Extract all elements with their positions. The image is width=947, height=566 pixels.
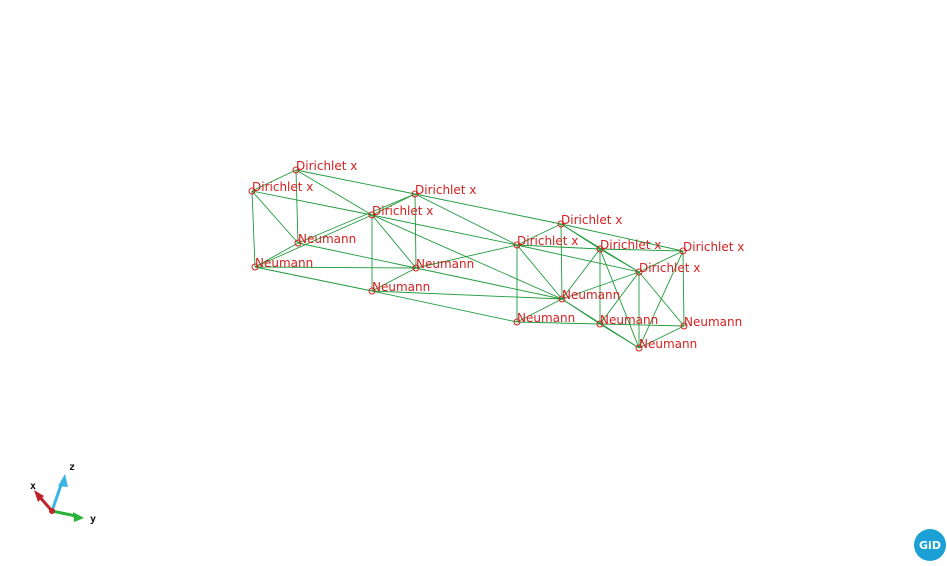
neumann-condition-label: Neumann — [416, 257, 474, 271]
mesh-node-marker[interactable] — [411, 190, 419, 198]
mesh-node-marker[interactable] — [680, 322, 688, 330]
mesh-edge — [516, 244, 563, 300]
mesh-edge — [371, 290, 518, 323]
mesh-edge — [599, 248, 640, 349]
mesh-edge — [682, 250, 685, 327]
mesh-edge — [254, 214, 373, 268]
mesh-edge — [516, 321, 601, 325]
dirichlet-x-condition-label: Dirichlet x — [517, 234, 578, 248]
axis-origin — [49, 508, 55, 514]
mesh-node-marker[interactable] — [251, 263, 259, 271]
axis-triad: x y z — [30, 462, 96, 525]
mesh-edge — [516, 223, 562, 246]
neumann-condition-label: Neumann — [517, 311, 575, 325]
mesh-edge — [638, 250, 684, 349]
mesh-edge — [415, 244, 518, 269]
mesh-edge — [254, 242, 299, 268]
gid-logo: GiD — [914, 529, 946, 561]
mesh-node-marker[interactable] — [412, 264, 420, 272]
x-axis-arrowhead — [34, 490, 44, 502]
mesh-node-marker[interactable] — [596, 245, 604, 253]
mesh-node-marker[interactable] — [635, 344, 643, 352]
neumann-condition-label: Neumann — [298, 232, 356, 246]
dirichlet-x-condition-label: Dirichlet x — [683, 240, 744, 254]
neumann-condition-label: Neumann — [372, 280, 430, 294]
mesh-edge — [414, 193, 562, 225]
mesh-edge — [371, 214, 563, 300]
dirichlet-x-condition-label: Dirichlet x — [639, 261, 700, 275]
mesh-node-marker[interactable] — [596, 320, 604, 328]
dirichlet-x-condition-label: Dirichlet x — [600, 238, 661, 252]
mesh-edge — [251, 190, 373, 216]
dirichlet-x-condition-label: Dirichlet x — [561, 213, 622, 227]
mesh-edge — [371, 214, 518, 246]
mesh-edge — [516, 244, 640, 273]
dirichlet-x-condition-label: Dirichlet x — [296, 159, 357, 173]
mesh-edge — [251, 190, 299, 244]
mesh-node-marker[interactable] — [513, 318, 521, 326]
mesh-edge — [561, 271, 640, 300]
neumann-condition-label: Neumann — [562, 288, 620, 302]
neumann-condition-label: Neumann — [639, 337, 697, 351]
mesh-edge — [638, 250, 684, 273]
mesh-edge — [251, 169, 297, 192]
z-axis-arrowhead — [58, 474, 68, 487]
neumann-condition-label: Neumann — [255, 256, 313, 270]
y-axis-label: y — [90, 514, 96, 525]
mesh-edge — [254, 266, 373, 292]
mesh-node-marker[interactable] — [248, 187, 256, 195]
mesh-edge — [415, 267, 563, 300]
mesh-edge — [560, 223, 640, 273]
mesh-edge — [254, 266, 417, 269]
mesh-edge — [414, 193, 518, 246]
mesh-node-marker[interactable] — [294, 239, 302, 247]
mesh-node-marker[interactable] — [292, 166, 300, 174]
mesh-node-marker[interactable] — [558, 295, 566, 303]
mesh-node-marker[interactable] — [557, 220, 565, 228]
mesh-node-marker[interactable] — [513, 241, 521, 249]
mesh-edge — [561, 248, 601, 300]
mesh-edge — [295, 169, 299, 244]
mesh-nodes — [248, 166, 688, 352]
mesh-node-marker[interactable] — [368, 211, 376, 219]
dirichlet-x-condition-label: Dirichlet x — [252, 180, 313, 194]
mesh-edge — [371, 214, 417, 269]
mesh-edge — [599, 248, 684, 252]
mesh-edges — [251, 169, 685, 349]
mesh-edge — [371, 193, 416, 216]
mesh-edge — [251, 190, 256, 268]
node-labels: Dirichlet x Dirichlet x Dirichlet x Dirichl… — [252, 159, 744, 351]
mesh-node-marker[interactable] — [679, 247, 687, 255]
mesh-edge — [295, 169, 416, 195]
mesh-edge — [638, 325, 685, 349]
mesh-edge — [599, 323, 685, 327]
mesh-edge — [516, 244, 601, 250]
mesh-edge — [297, 242, 417, 269]
dirichlet-x-condition-label: Dirichlet x — [372, 204, 433, 218]
neumann-condition-label: Neumann — [600, 313, 658, 327]
y-axis-arrow — [51, 509, 77, 518]
neumann-condition-label: Neumann — [684, 315, 742, 329]
dirichlet-x-condition-label: Dirichlet x — [415, 183, 476, 197]
z-axis-arrow — [50, 481, 64, 512]
mesh-edge — [297, 193, 416, 244]
mesh-edge — [414, 193, 417, 269]
mesh-edge — [599, 323, 640, 349]
mesh-edge — [371, 267, 417, 292]
mesh-node-marker[interactable] — [368, 287, 376, 295]
z-axis-label: z — [69, 462, 75, 473]
mesh-edge — [295, 169, 373, 216]
mesh-edge — [371, 290, 563, 300]
mesh-edge — [560, 223, 563, 300]
mesh-edge — [560, 223, 684, 252]
y-axis-arrowhead — [73, 512, 84, 522]
x-axis-label: x — [30, 481, 36, 492]
mesh-edge — [516, 298, 563, 323]
mesh-node-marker[interactable] — [635, 268, 643, 276]
